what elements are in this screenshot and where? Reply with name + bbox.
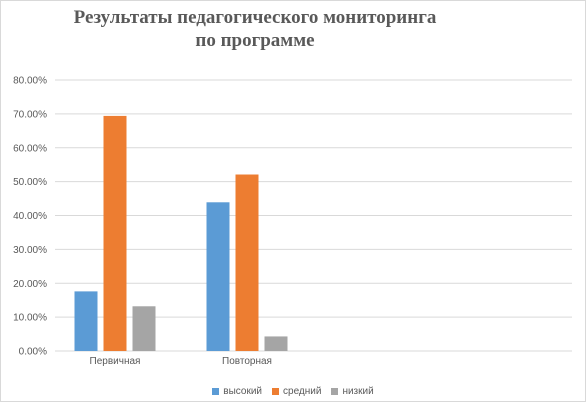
bar-средний-Первичная [103,115,127,351]
y-tick-label: 10.00% [13,313,47,324]
legend-item-низкий: низкий [331,383,374,399]
chart-legend: высокий средний низкий [0,383,586,399]
legend-label: высокий [223,385,263,397]
y-tick-label: 60.00% [13,143,47,154]
y-tick-label: 80.00% [13,76,47,87]
bar-низкий-Повторная [264,336,288,351]
y-tick-label: 50.00% [13,177,47,188]
y-tick-label: 70.00% [13,109,47,120]
bar-средний-Повторная [235,174,259,351]
legend-item-средний: средний [272,383,321,399]
x-category-label: Повторная [222,356,272,367]
y-tick-label: 0.00% [19,347,47,358]
bar-высокий-Повторная [206,202,230,351]
bar-высокий-Первичная [74,291,98,351]
y-tick-label: 40.00% [13,211,47,222]
bar-низкий-Первичная [132,306,156,351]
y-tick-label: 20.00% [13,279,47,290]
y-tick-label: 30.00% [13,245,47,256]
legend-swatch [272,387,280,395]
legend-swatch [331,387,339,395]
legend-item-высокий: высокий [212,383,262,399]
legend-label: средний [283,385,322,397]
legend-swatch [212,387,220,395]
legend-label: низкий [342,385,374,397]
chart-title: Результаты педагогического мониторинга п… [73,7,437,51]
x-category-label: Первичная [90,356,141,367]
